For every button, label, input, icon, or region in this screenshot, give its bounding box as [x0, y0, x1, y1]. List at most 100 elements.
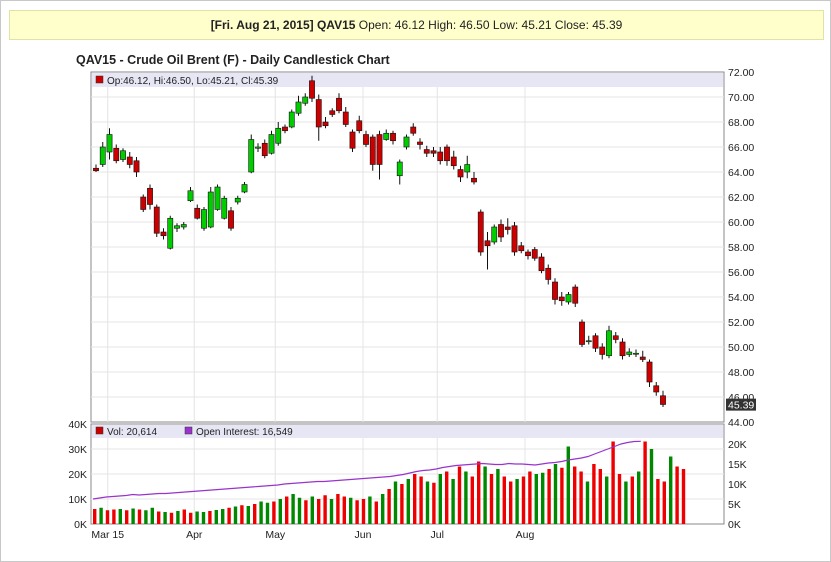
- volume-bar: [592, 464, 596, 524]
- volume-bar: [560, 467, 564, 524]
- candle-body: [234, 197, 241, 203]
- candle-body: [315, 99, 322, 128]
- volume-bar: [214, 510, 218, 524]
- candle-body: [99, 146, 106, 165]
- candle-body: [248, 139, 255, 173]
- volume-tick-label: 10K: [68, 494, 87, 506]
- volume-bar: [227, 507, 231, 524]
- price-tick-label: 70.00: [728, 92, 754, 104]
- candle-body: [390, 132, 396, 142]
- candle-body: [633, 352, 639, 355]
- volume-bar: [99, 507, 103, 524]
- volume-legend-text: Vol: 20,614: [107, 427, 157, 438]
- volume-bar: [502, 476, 506, 524]
- volume-bar: [137, 509, 142, 524]
- candle-body: [153, 206, 160, 234]
- candle-body: [214, 186, 221, 210]
- volume-bar: [265, 502, 270, 524]
- candle-body: [504, 226, 511, 230]
- volume-bar: [432, 482, 436, 524]
- candle-body: [322, 121, 329, 127]
- candle-body: [410, 126, 417, 134]
- candle-body: [160, 231, 167, 237]
- volume-bar: [509, 481, 513, 524]
- candle-body: [113, 147, 120, 162]
- volume-bar: [342, 496, 346, 524]
- volume-bar: [566, 446, 570, 524]
- candle-body: [255, 146, 261, 149]
- volume-bar: [157, 511, 161, 524]
- volume-bar: [176, 511, 180, 524]
- candle-body: [194, 207, 201, 219]
- candle-body: [356, 120, 363, 132]
- candle-body: [612, 335, 619, 340]
- volume-bar: [374, 501, 378, 524]
- candle-body: [376, 134, 383, 165]
- price-tick-label: 50.00: [728, 342, 754, 354]
- price-tick-label: 56.00: [728, 267, 754, 279]
- volume-bar: [515, 479, 519, 524]
- volume-bar: [381, 494, 385, 524]
- volume-bar: [253, 504, 257, 524]
- candle-body: [545, 267, 552, 280]
- volume-bar: [681, 469, 686, 524]
- chart-title: QAV15 - Crude Oil Brent (F) - Daily Cand…: [76, 53, 390, 67]
- candle-body: [302, 96, 309, 104]
- volume-bar: [118, 509, 122, 524]
- volume-bar: [182, 509, 186, 524]
- volume-tick-label: 40K: [68, 419, 87, 431]
- volume-bar: [637, 471, 641, 524]
- candle-body: [369, 136, 376, 165]
- volume-bar: [150, 507, 154, 524]
- volume-bar: [413, 474, 417, 524]
- volume-bar: [477, 461, 481, 524]
- volume-tick-label: 0K: [74, 519, 87, 531]
- candle-body: [167, 217, 174, 249]
- candle-body: [228, 210, 234, 229]
- candle-body: [106, 134, 113, 153]
- volume-bar: [368, 496, 372, 524]
- x-tick-label: Jul: [431, 529, 444, 541]
- volume-tick-label: 20K: [68, 469, 87, 481]
- oi-legend-text: Open Interest: 16,549: [196, 427, 293, 438]
- volume-bar: [93, 509, 97, 524]
- candle-body: [558, 296, 565, 302]
- candle-body: [646, 361, 653, 383]
- volume-bar: [630, 476, 634, 524]
- volume-bar: [617, 474, 622, 524]
- open-interest-series: [92, 440, 641, 500]
- volume-bar: [483, 466, 487, 524]
- candle-body: [383, 132, 390, 140]
- quote-banner: [Fri. Aug 21, 2015] QAV15 Open: 46.12 Hi…: [9, 10, 824, 40]
- price-legend-bar: [92, 73, 723, 87]
- x-tick-label: May: [265, 529, 286, 541]
- volume-bar: [195, 511, 199, 524]
- oi-tick-label: 10K: [728, 479, 747, 491]
- candle-body: [518, 245, 525, 252]
- volume-bar: [643, 441, 647, 524]
- candle-body: [660, 395, 666, 405]
- candle-body: [572, 286, 579, 304]
- volume-bar: [291, 494, 295, 524]
- volume-bar: [189, 512, 193, 524]
- candle-body: [275, 127, 282, 144]
- candle-body: [309, 80, 315, 99]
- open-interest-line: [92, 440, 641, 500]
- volume-bar: [246, 506, 250, 524]
- candle-body: [93, 167, 99, 172]
- x-tick-label: Mar 15: [91, 529, 124, 541]
- volume-bar: [489, 474, 494, 524]
- volume-bar: [605, 476, 609, 524]
- candle-body: [329, 110, 336, 115]
- volume-bar: [656, 479, 660, 524]
- price-legend-swatch: [95, 75, 104, 84]
- volume-bar: [528, 471, 532, 524]
- volume-bar: [547, 469, 551, 524]
- candle-body: [471, 177, 477, 183]
- volume-bar: [534, 474, 538, 524]
- volume-bar: [329, 499, 334, 524]
- candle-body: [207, 191, 214, 228]
- candle-body: [585, 340, 592, 343]
